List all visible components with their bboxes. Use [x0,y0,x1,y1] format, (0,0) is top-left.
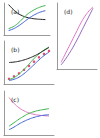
svg-text:(c): (c) [11,96,19,103]
svg-text:(b): (b) [11,46,20,53]
svg-text:(d): (d) [64,8,73,15]
svg-text:(a): (a) [11,8,19,15]
